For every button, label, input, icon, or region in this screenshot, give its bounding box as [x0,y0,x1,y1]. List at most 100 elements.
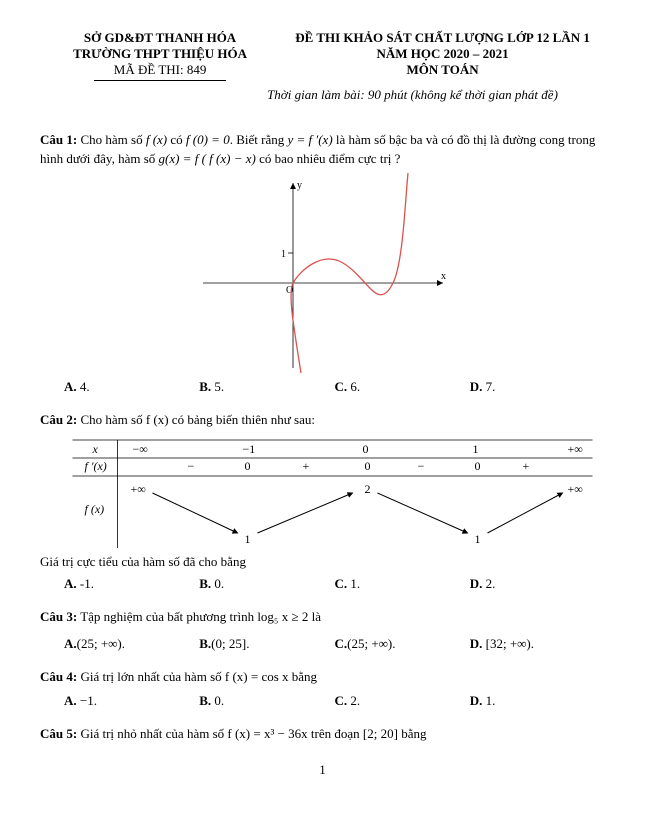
q1-a-label: A. [64,379,80,394]
fxrow-label: f (x) [85,502,105,516]
q1-t6: có bao nhiêu điểm cực trị ? [256,151,401,166]
q2-b: 0. [214,576,224,591]
fprow-z3: 0 [475,459,481,473]
q1-fx: f (x) [146,132,167,147]
fprow-label: f ′(x) [85,459,107,473]
ytick-1-label: 1 [281,249,286,260]
fprow-s2: + [303,459,310,473]
q1-t4: là hàm số bậc ba và có đồ thị là đường c… [333,132,596,147]
fx-top2: 2 [365,482,371,496]
exam-title: ĐỀ THI KHẢO SÁT CHẤT LƯỢNG LỚP 12 LẦN 1 [280,30,605,46]
q5-text: Giá trị nhỏ nhất của hàm số f (x) = x³ −… [77,726,426,741]
variation-table: x −∞ −1 0 1 +∞ f ′(x) − 0 + 0 − 0 + f (x… [40,438,605,548]
time-note: Thời gian làm bài: 90 phút (không kể thờ… [220,87,605,103]
q1-d-label: D. [470,379,486,394]
question-1: Câu 1: Cho hàm số f (x) có f (0) = 0. Bi… [40,131,605,169]
xrow-v0: −∞ [133,442,148,456]
q1-c-label: C. [335,379,351,394]
q1-c: 6. [350,379,360,394]
question-3: Câu 3: Tập nghiệm của bất phương trình l… [40,608,605,627]
q3-c-label: C. [335,636,348,651]
xrow-v2: 0 [363,442,369,456]
fx-bot3: 1 [475,532,481,546]
q3-b: (0; 25]. [211,636,249,651]
question-5: Câu 5: Giá trị nhỏ nhất của hàm số f (x)… [40,725,605,744]
q2-label: Câu 2: [40,412,77,427]
dept: SỞ GD&ĐT THANH HÓA [40,30,280,46]
q1-t2: có [167,132,186,147]
q3-c: (25; +∞). [347,636,395,651]
q1-a: 4. [80,379,90,394]
fprow-z2: 0 [365,459,371,473]
q4-c: 2. [350,693,360,708]
question-4: Câu 4: Giá trị lớn nhất của hàm số f (x)… [40,668,605,687]
fx-bot1: 1 [245,532,251,546]
exam-code: MÃ ĐỀ THI: 849 [94,62,227,81]
q4-d-label: D. [470,693,486,708]
xrow-v1: −1 [243,442,256,456]
q4-b: 0. [214,693,224,708]
xrow-v4: +∞ [568,442,583,456]
q4-text: Giá trị lớn nhất của hàm số f (x) = cos … [77,669,317,684]
cubic-graph: O y x 1 [193,173,453,373]
arrow-2 [258,493,353,533]
fprow-s4: + [523,459,530,473]
q2-text: Cho hàm số f (x) có bảng biến thiên như … [77,412,315,427]
page-number: 1 [40,762,605,778]
q3-a-label: A. [64,636,77,651]
q3-label: Câu 3: [40,609,77,624]
q1-d: 7. [486,379,496,394]
q2-choices: A. -1. B. 0. C. 1. D. 2. [40,576,605,592]
q3-text: Tập nghiệm của bất phương trình log₅ x ≥… [77,609,321,624]
fprow-z1: 0 [245,459,251,473]
arrow-1 [153,493,238,533]
q1-t1: Cho hàm số [77,132,146,147]
q5-label: Câu 5: [40,726,77,741]
q1-t5: hình dưới đây, hàm số [40,151,159,166]
q4-b-label: B. [199,693,214,708]
q4-choices: A. −1. B. 0. C. 2. D. 1. [40,693,605,709]
q1-choices: A. 4. B. 5. C. 6. D. 7. [40,379,605,395]
q4-d: 1. [486,693,496,708]
q1-b: 5. [214,379,224,394]
q1-y: y = f ′(x) [287,132,332,147]
fprow-s1: − [188,459,195,473]
y-label: y [297,180,302,191]
header: SỞ GD&ĐT THANH HÓA TRƯỜNG THPT THIỆU HÓA… [40,30,605,81]
q2-d-label: D. [470,576,486,591]
subject: MÔN TOÁN [280,62,605,78]
q4-c-label: C. [335,693,351,708]
q1-b-label: B. [199,379,214,394]
y-arrow-icon [290,183,296,189]
fx-top4: +∞ [568,482,583,496]
q3-d: [32; +∞). [486,636,534,651]
q2-b-label: B. [199,576,214,591]
q2-a-label: A. [64,576,80,591]
q1-gx: g(x) = f ( f (x) − x) [159,151,256,166]
fx-top0: +∞ [131,482,146,496]
q3-b-label: B. [199,636,211,651]
q4-label: Câu 4: [40,669,77,684]
q3-a: (25; +∞). [77,636,125,651]
q2-c: 1. [350,576,360,591]
q2-d: 2. [486,576,496,591]
q4-a: −1. [80,693,97,708]
q2-a: -1. [80,576,94,591]
q3-choices: A.(25; +∞). B.(0; 25]. C.(25; +∞). D. [3… [40,636,605,652]
q1-t3: . Biết rằng [230,132,288,147]
q3-d-label: D. [470,636,486,651]
question-2: Câu 2: Cho hàm số f (x) có bảng biến thi… [40,411,605,430]
arrow-4 [488,493,563,533]
fprow-s3: − [418,459,425,473]
q2-c-label: C. [335,576,351,591]
cubic-curve [290,173,407,373]
q1-f0: f (0) = 0 [186,132,230,147]
exam-year: NĂM HỌC 2020 – 2021 [280,46,605,62]
school: TRƯỜNG THPT THIỆU HÓA [40,46,280,62]
xrow-v3: 1 [473,442,479,456]
q2-prompt: Giá trị cực tiểu của hàm số đã cho bằng [40,554,605,570]
x-label: x [441,271,446,282]
q1-label: Câu 1: [40,132,77,147]
q4-a-label: A. [64,693,80,708]
arrow-3 [378,493,468,533]
